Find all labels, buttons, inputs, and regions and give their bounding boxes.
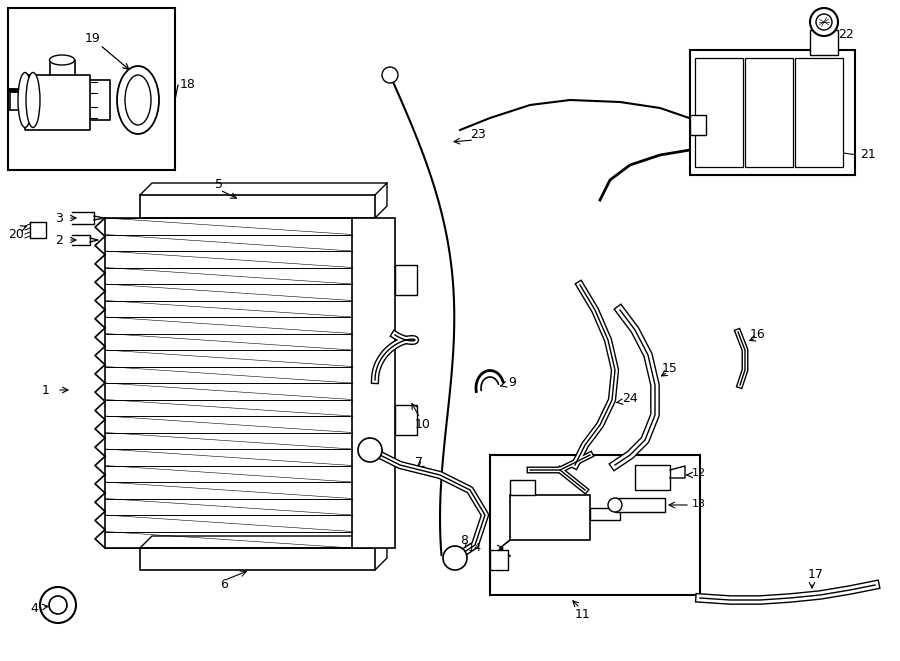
Ellipse shape: [117, 66, 159, 134]
Text: 16: 16: [750, 329, 766, 342]
Text: 5: 5: [215, 178, 223, 192]
Circle shape: [810, 8, 838, 36]
Bar: [8, 8, 175, 170]
Text: 2: 2: [55, 233, 63, 247]
Ellipse shape: [50, 55, 75, 65]
Bar: [690, 50, 855, 175]
Circle shape: [40, 587, 76, 623]
Bar: [590, 508, 620, 520]
Bar: [395, 265, 417, 295]
Text: 23: 23: [470, 128, 486, 141]
Bar: [490, 550, 508, 570]
Bar: [140, 195, 375, 218]
Circle shape: [382, 67, 398, 83]
Bar: [490, 455, 700, 595]
Text: 20: 20: [8, 229, 24, 241]
Ellipse shape: [125, 75, 151, 125]
Text: 24: 24: [622, 391, 638, 405]
Text: 13: 13: [692, 499, 706, 509]
Text: 21: 21: [860, 149, 876, 161]
Circle shape: [608, 498, 622, 512]
Text: 9: 9: [508, 375, 516, 389]
Ellipse shape: [18, 73, 32, 128]
Ellipse shape: [26, 73, 40, 128]
Text: 11: 11: [575, 609, 590, 621]
Circle shape: [443, 546, 467, 570]
Text: 7: 7: [415, 455, 423, 469]
Bar: [695, 58, 743, 167]
Text: 22: 22: [838, 28, 854, 42]
Text: 17: 17: [808, 568, 824, 582]
Bar: [690, 115, 706, 135]
Text: 18: 18: [180, 79, 196, 91]
Bar: [635, 465, 670, 490]
Bar: [745, 58, 793, 167]
Text: 10: 10: [415, 418, 431, 432]
Text: 19: 19: [85, 32, 101, 44]
Text: 6: 6: [220, 578, 228, 592]
Circle shape: [358, 438, 382, 462]
Text: 1: 1: [42, 383, 50, 397]
Bar: [810, 30, 838, 55]
Text: 4: 4: [30, 602, 38, 615]
Bar: [510, 495, 590, 540]
Bar: [395, 405, 417, 435]
Bar: [352, 218, 395, 548]
Bar: [615, 498, 665, 512]
Text: 14: 14: [468, 543, 482, 553]
Bar: [140, 548, 375, 570]
Text: 12: 12: [692, 468, 706, 478]
Text: 3: 3: [55, 212, 63, 225]
Bar: [795, 58, 843, 167]
Circle shape: [49, 596, 67, 614]
Text: 15: 15: [662, 362, 678, 375]
Bar: [510, 480, 535, 495]
Circle shape: [816, 14, 832, 30]
Text: 8: 8: [460, 533, 468, 547]
